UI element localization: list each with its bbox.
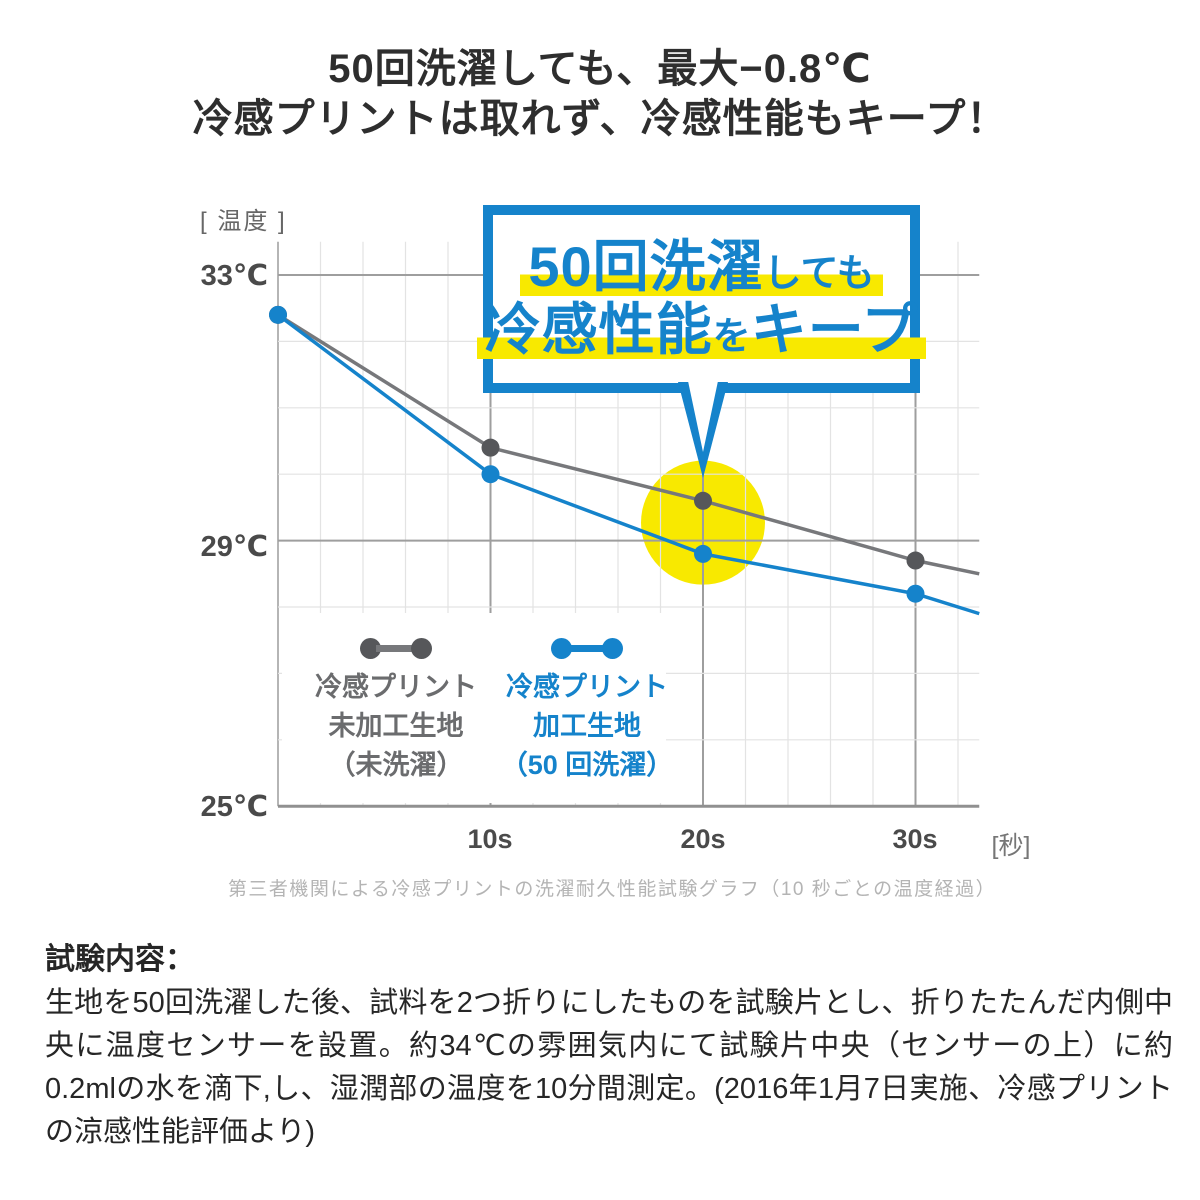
- swatch-bar: [376, 644, 416, 652]
- callout-line2-big-text: 冷感性能: [484, 298, 713, 361]
- blue-line-swatch-icon: [482, 636, 692, 660]
- y-tick-29: 29℃: [200, 531, 268, 563]
- chart-caption: 第三者機関による冷感プリントの洗濯耐久性能試験グラフ（10 秒ごとの温度経過）: [227, 879, 997, 900]
- test-section-body: 生地を50回洗濯した後、試料を2つ折りにしたものを試験片とし、折りたたんだ内側中…: [45, 987, 1173, 1148]
- legend-label-line: 冷感プリント: [315, 672, 477, 702]
- legend-label-line: （50 回洗濯）: [500, 750, 674, 780]
- callout-line1: 50回洗濯しても: [520, 235, 883, 299]
- y-tick-25: 25℃: [200, 791, 268, 823]
- callout-line1-big-text: 50回洗濯: [528, 235, 764, 299]
- legend-label-line: （未洗濯）: [328, 750, 464, 780]
- callout-pointer-inner: [688, 381, 718, 452]
- callout-line1-small-text: しても: [763, 253, 875, 296]
- legend-item-treated-fabric: 冷感プリント 加工生地 （50 回洗濯）: [482, 636, 692, 785]
- legend-label-line: 加工生地: [533, 711, 641, 741]
- swatch-dot: [602, 637, 623, 659]
- callout-line2: 冷感性能をキープ: [476, 298, 927, 361]
- swatch-bar: [567, 644, 607, 652]
- test-section-heading: 試験内容：: [45, 943, 195, 976]
- x-tick-10s: 10s: [467, 824, 513, 854]
- callout-bubble: 50回洗濯しても 冷感性能をキープ: [476, 205, 927, 393]
- x-tick-20s: 20s: [680, 824, 726, 854]
- y-tick-33: 33℃: [200, 260, 268, 292]
- page-title-line1: 50回洗濯しても、最大−0.8℃: [328, 47, 872, 91]
- legend-label-line: 未加工生地: [328, 711, 464, 741]
- y-axis-unit-label: [ 温度 ]: [200, 208, 287, 235]
- legend-item-untreated-fabric: 冷感プリント 未加工生地 （未洗濯）: [291, 636, 501, 785]
- swatch-dot: [411, 637, 432, 659]
- x-axis-unit-label: [秒]: [991, 832, 1031, 860]
- gray-line-swatch-icon: [291, 636, 501, 660]
- legend-label-line: 冷感プリント: [506, 672, 668, 702]
- swatch-dot: [360, 637, 381, 659]
- callout-line2-big-text2: キープ: [750, 298, 919, 361]
- page-title-line2: 冷感プリントは取れず、冷感性能もキープ！: [192, 97, 1008, 141]
- page-title: 50回洗濯しても、最大−0.8℃ 冷感プリントは取れず、冷感性能もキープ！: [0, 44, 1200, 144]
- swatch-dot: [551, 637, 572, 659]
- callout-line2-small-text: を: [712, 316, 751, 358]
- x-tick-30s: 30s: [892, 824, 938, 854]
